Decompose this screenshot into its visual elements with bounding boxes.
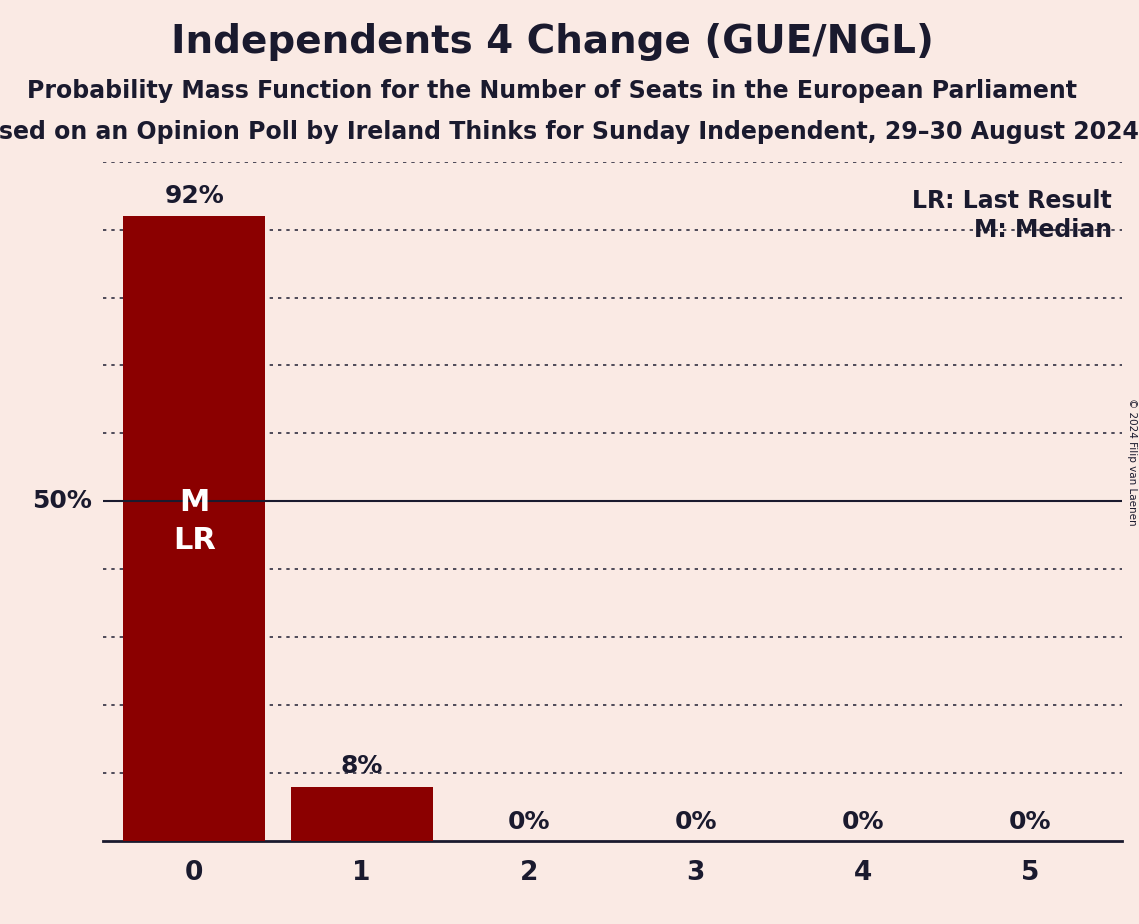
Text: M
LR: M LR [173, 488, 216, 555]
Text: 92%: 92% [164, 184, 224, 208]
Text: 0%: 0% [507, 810, 550, 834]
Text: LR: Last Result: LR: Last Result [912, 188, 1112, 213]
Text: © 2024 Filip van Laenen: © 2024 Filip van Laenen [1126, 398, 1137, 526]
Text: Probability Mass Function for the Number of Seats in the European Parliament: Probability Mass Function for the Number… [27, 79, 1077, 103]
Text: Independents 4 Change (GUE/NGL): Independents 4 Change (GUE/NGL) [171, 23, 934, 61]
Text: 0%: 0% [842, 810, 884, 834]
Text: 0%: 0% [674, 810, 718, 834]
Text: Based on an Opinion Poll by Ireland Thinks for Sunday Independent, 29–30 August : Based on an Opinion Poll by Ireland Thin… [0, 120, 1139, 144]
Bar [123, 216, 265, 841]
Text: 50%: 50% [32, 490, 92, 513]
Text: 8%: 8% [341, 754, 383, 778]
Bar [290, 786, 433, 841]
Text: M: Median: M: Median [974, 218, 1112, 241]
Text: 0%: 0% [1009, 810, 1051, 834]
